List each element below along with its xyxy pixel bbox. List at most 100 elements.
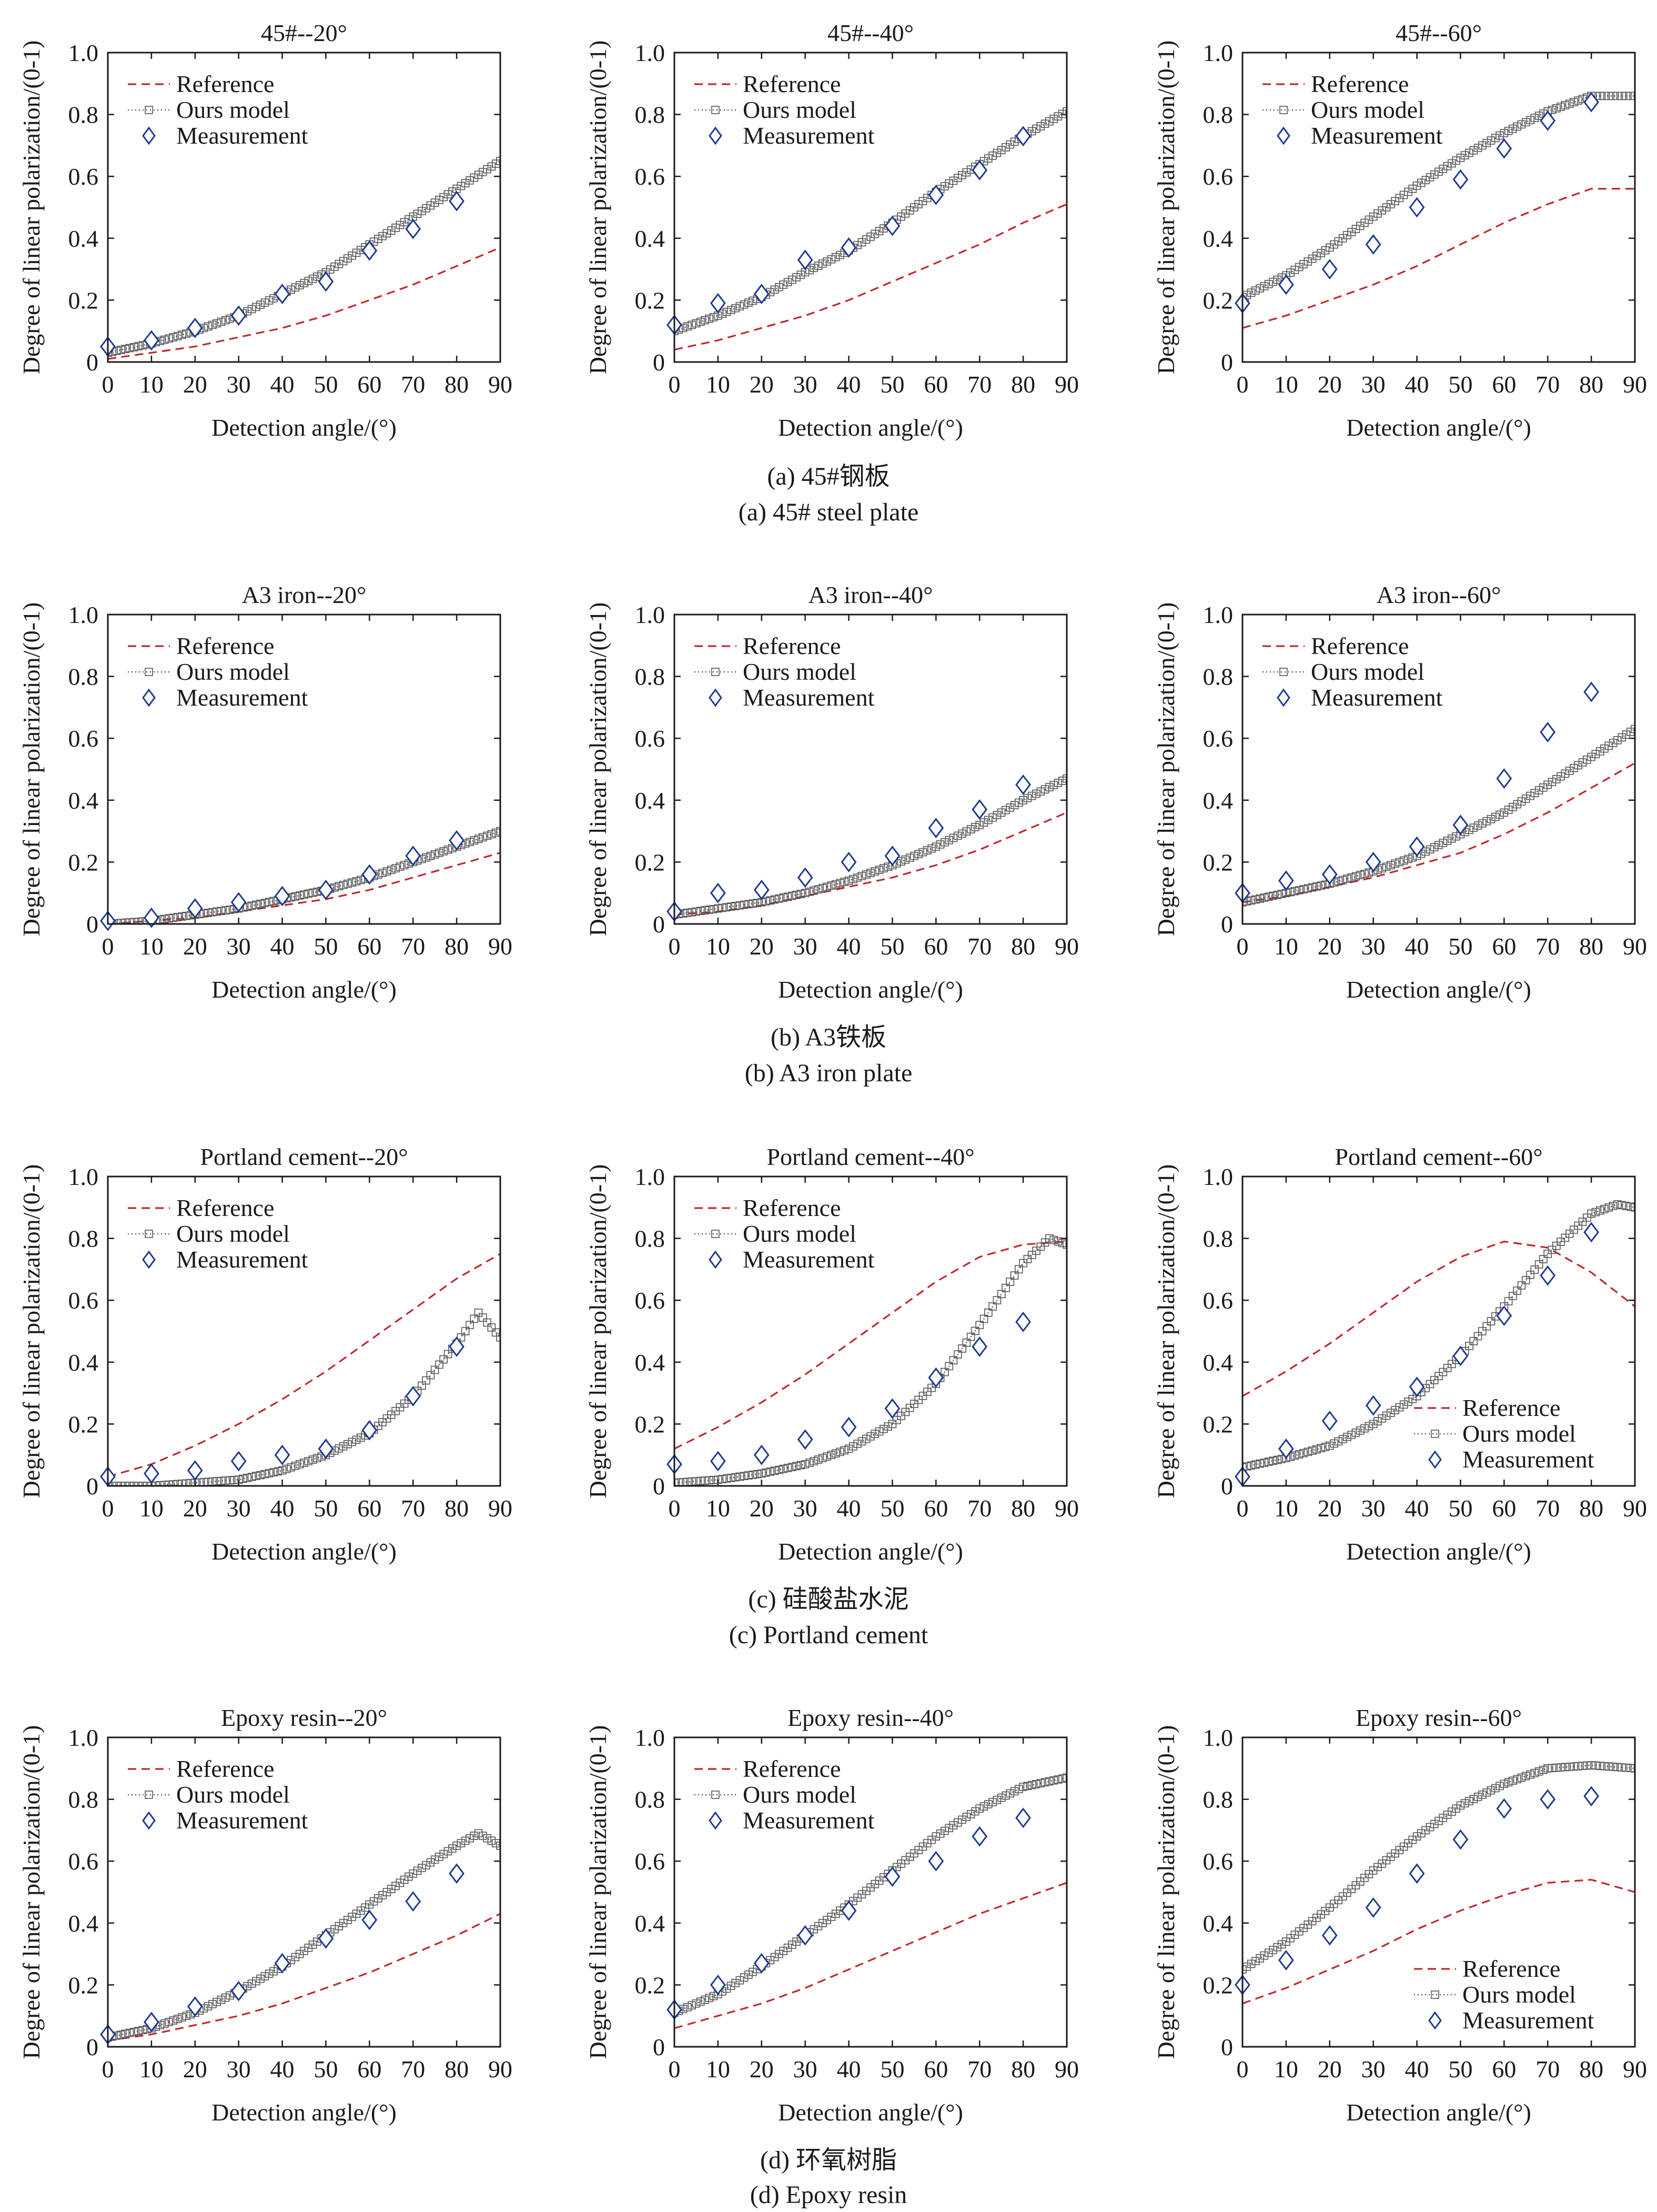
y-axis-label: Degree of linear polarization/(0-1): [584, 602, 611, 937]
x-tick-label: 50: [880, 2056, 904, 2083]
model-marker: [1277, 1940, 1286, 1949]
model-marker: [1469, 1337, 1478, 1345]
measurement-marker: [449, 1863, 464, 1884]
model-marker: [1448, 834, 1456, 843]
reference-line: [674, 203, 1067, 351]
measurement-marker: [1015, 1311, 1031, 1332]
model-marker: [1040, 119, 1049, 128]
y-tick-label: 1.0: [1203, 1724, 1234, 1751]
model-marker: [1613, 1200, 1622, 1209]
model-marker: [1023, 793, 1032, 802]
model-marker: [256, 1471, 265, 1480]
model-marker: [1027, 127, 1036, 136]
legend-measurement-label: Measurement: [1311, 122, 1443, 149]
caption-d-zh: (d) 环氧树脂: [760, 2146, 897, 2174]
measurement-marker: [318, 1928, 334, 1949]
plot-frame: [107, 52, 501, 363]
model-marker: [857, 238, 866, 247]
model-marker: [165, 2018, 173, 2026]
model-marker: [1439, 839, 1448, 847]
y-tick-label: 0.2: [1203, 1972, 1234, 1998]
model-marker: [1304, 257, 1312, 266]
legend-reference-label: Reference: [743, 71, 841, 97]
x-tick-label: 0: [1237, 1495, 1249, 1522]
model-marker: [269, 897, 278, 906]
model-marker: [1443, 1811, 1452, 1819]
y-tick-label: 0.2: [635, 1972, 665, 1998]
model-marker: [958, 1815, 966, 1824]
x-tick-label: 0: [1237, 933, 1249, 960]
model-marker: [208, 908, 217, 917]
model-marker: [1404, 854, 1412, 863]
model-marker: [426, 201, 435, 210]
model-marker: [1504, 806, 1513, 814]
model-marker: [1521, 118, 1530, 127]
model-marker: [988, 152, 997, 160]
model-marker: [1496, 131, 1504, 140]
model-marker: [875, 1427, 884, 1436]
model-marker: [1387, 861, 1395, 870]
model-marker: [443, 1350, 452, 1359]
model-marker: [1412, 182, 1421, 190]
model-marker: [1002, 806, 1010, 815]
measurement-marker: [405, 1891, 421, 1912]
plot-area: [674, 1773, 1067, 2029]
model-marker: [962, 1338, 971, 1347]
model-marker: [1557, 1763, 1565, 1772]
model-marker: [701, 1476, 709, 1485]
legend-model-label: Ours model: [1311, 658, 1424, 685]
x-tick-label: 70: [401, 933, 425, 960]
measurement-marker: [884, 1398, 901, 1419]
model-marker: [112, 347, 121, 355]
model-marker: [491, 828, 500, 837]
model-marker: [871, 1430, 880, 1439]
measurement-marker: [1409, 836, 1425, 857]
model-marker: [169, 333, 178, 341]
model-marker: [247, 901, 256, 910]
model-marker: [749, 1471, 757, 1479]
y-tick-label: 0.8: [68, 663, 99, 690]
x-tick-label: 60: [357, 2056, 381, 2083]
model-marker: [1049, 781, 1058, 789]
x-tick-label: 90: [1623, 2056, 1647, 2083]
model-marker: [1595, 1206, 1604, 1215]
model-marker: [770, 285, 779, 294]
x-tick-label: 90: [488, 371, 512, 398]
model-marker: [709, 1992, 718, 2000]
model-marker: [910, 203, 918, 212]
model-marker: [966, 1810, 975, 1818]
model-marker: [1019, 796, 1027, 805]
legend-measurement-marker: [142, 688, 156, 707]
y-tick-label: 0.6: [68, 1848, 99, 1875]
model-marker: [945, 1362, 953, 1371]
model-marker: [247, 1473, 256, 1481]
model-marker: [378, 1891, 387, 1899]
y-tick-label: 1.0: [635, 601, 665, 628]
model-marker: [1417, 178, 1426, 187]
model-marker: [1570, 763, 1578, 772]
model-marker: [1491, 134, 1500, 143]
measurement-marker: [1583, 1786, 1599, 1807]
model-marker: [182, 1479, 191, 1486]
model-marker: [1063, 107, 1067, 116]
model-marker: [1334, 1437, 1343, 1446]
model-marker: [1045, 1777, 1054, 1786]
model-marker: [1618, 733, 1626, 742]
model-marker: [1247, 288, 1256, 297]
measurement-marker: [274, 1444, 290, 1465]
model-marker: [932, 1832, 941, 1841]
model-marker: [138, 341, 147, 350]
x-tick-label: 30: [227, 933, 251, 960]
subplot-title: 45#--40°: [827, 19, 914, 46]
model-marker: [1421, 176, 1430, 185]
model-marker: [443, 190, 452, 199]
x-tick-label: 30: [1361, 2056, 1386, 2083]
model-marker: [1054, 779, 1063, 787]
model-marker: [1247, 1461, 1256, 1470]
plot-area: [674, 774, 1067, 919]
x-tick-label: 40: [837, 933, 861, 960]
legend-measurement-marker: [709, 688, 722, 707]
model-marker: [831, 253, 840, 262]
